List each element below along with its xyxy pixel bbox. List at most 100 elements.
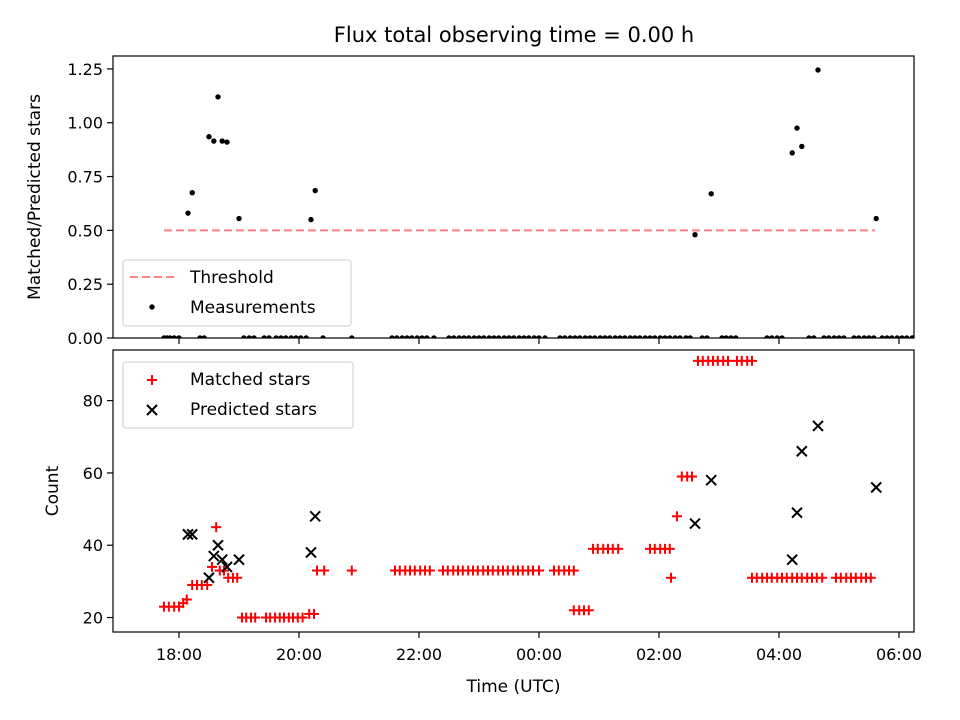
predicted-point-7-b	[233, 553, 245, 566]
ratio-ytick-label-5: 1.25	[67, 60, 103, 79]
ratio-ytick-label-0: 0.00	[67, 329, 103, 348]
matched-point-77	[613, 543, 624, 554]
ratio-axes-frame	[112, 55, 915, 339]
measurement-point-108	[831, 335, 837, 338]
measurement-point-62	[521, 335, 527, 338]
measurement-point-113	[861, 335, 867, 338]
measurement-point-11	[708, 191, 714, 197]
measurement-point-114	[866, 335, 872, 338]
measurement-point-90	[672, 335, 678, 338]
measurement-point-85	[647, 335, 653, 338]
measurement-point-74	[592, 335, 598, 338]
counts-ytick-label-1: 40	[83, 536, 103, 555]
legend-threshold-label: Threshold	[189, 268, 274, 288]
measurement-point-8	[308, 216, 314, 223]
measurement-point-92	[683, 335, 689, 338]
measurement-point-35	[303, 335, 309, 338]
measurement-point-51	[466, 335, 472, 338]
measurement-point-23	[201, 335, 207, 338]
measurement-point-1	[189, 189, 195, 196]
measurement-point-14	[799, 143, 805, 150]
measurement-point-81	[627, 335, 633, 338]
measurement-point-10	[692, 231, 698, 238]
predicted-point-2-b	[203, 572, 215, 584]
measurement-point-21	[176, 335, 182, 338]
predicted-point-13-b	[791, 506, 803, 519]
measurement-point-97	[723, 335, 729, 338]
measurement-point-70	[572, 335, 578, 338]
predicted-point-10-b	[689, 517, 701, 530]
legend-predicted-label: Predicted stars	[190, 400, 317, 420]
measurement-point-43	[414, 335, 420, 338]
predicted-point-11	[705, 474, 717, 486]
matched-point-11	[211, 522, 222, 533]
measurement-point-13	[794, 125, 800, 131]
counts-xtick-label-6: 06:00	[876, 645, 922, 664]
measurement-point-52	[471, 335, 477, 338]
counts-xtick-label-3: 00:00	[516, 645, 562, 664]
ratio-x-axis	[178, 338, 900, 344]
predicted-point-2	[203, 572, 215, 584]
measurement-point-86	[652, 335, 658, 338]
measurement-point-46	[431, 335, 437, 338]
predicted-point-5-b	[216, 553, 228, 566]
counts-y-axis-label: Count	[43, 465, 63, 516]
predicted-point-1	[186, 528, 198, 541]
predicted-point-12	[786, 553, 798, 566]
measurement-point-45	[424, 335, 430, 338]
measurement-point-50	[461, 335, 467, 338]
measurement-point-60	[511, 335, 517, 338]
matched-point-5	[181, 594, 192, 605]
predicted-point-3-b	[208, 550, 220, 562]
measurement-point-38	[389, 335, 395, 338]
measurement-point-87	[657, 335, 663, 338]
measurement-point-111	[851, 335, 857, 338]
measurement-point-103	[779, 335, 785, 338]
predicted-point-3	[208, 550, 220, 562]
measurement-point-53	[476, 335, 482, 338]
legend-predicted-swatch-b	[146, 404, 158, 416]
counts-xtick-label-0: 18:00	[156, 645, 202, 664]
measurement-point-19	[167, 335, 173, 338]
measurement-point-20	[171, 335, 177, 338]
measurement-point-75	[597, 335, 603, 338]
predicted-point-15	[812, 420, 824, 432]
counts-plot-area	[159, 355, 882, 623]
matched-point-34	[346, 565, 357, 576]
measurement-point-57	[496, 335, 502, 338]
predicted-point-15-b	[812, 420, 824, 432]
measurement-point-117	[884, 335, 890, 338]
measurement-point-94	[699, 335, 705, 338]
measurement-point-58	[501, 335, 507, 338]
measurement-point-67	[557, 335, 563, 338]
matched-point-98	[747, 355, 757, 366]
predicted-point-14-b	[796, 445, 808, 457]
measurement-point-54	[481, 335, 487, 338]
counts-panel: 20 40 60 80 18:00 20:00 22:00 00:00 02:00 04:00 0…	[43, 349, 922, 697]
predicted-point-8-b	[305, 546, 317, 559]
measurement-point-31	[283, 335, 289, 338]
measurement-point-55	[486, 335, 492, 338]
measurement-point-24	[241, 335, 247, 338]
legend-matched-swatch	[147, 375, 157, 385]
matched-point-83	[666, 572, 676, 583]
measurement-point-65	[536, 335, 542, 338]
predicted-point-0	[182, 528, 194, 541]
measurement-point-71	[577, 335, 583, 338]
predicted-point-6-b	[221, 561, 233, 573]
predicted-point-6	[221, 561, 233, 573]
measurement-point-106	[821, 335, 827, 338]
measurement-point-99	[733, 335, 739, 338]
predicted-point-4	[212, 539, 224, 551]
measurement-point-88	[662, 335, 668, 338]
predicted-point-16-b	[870, 481, 882, 494]
matched-point-31	[309, 608, 319, 619]
measurement-point-64	[531, 335, 537, 338]
matched-point-87	[687, 471, 697, 482]
measurement-point-27	[261, 335, 267, 338]
measurement-point-101	[769, 335, 775, 338]
measurement-point-93	[687, 335, 693, 338]
predicted-point-4-b	[212, 539, 224, 551]
matched-point-20	[250, 612, 261, 623]
measurement-point-112	[856, 335, 862, 338]
